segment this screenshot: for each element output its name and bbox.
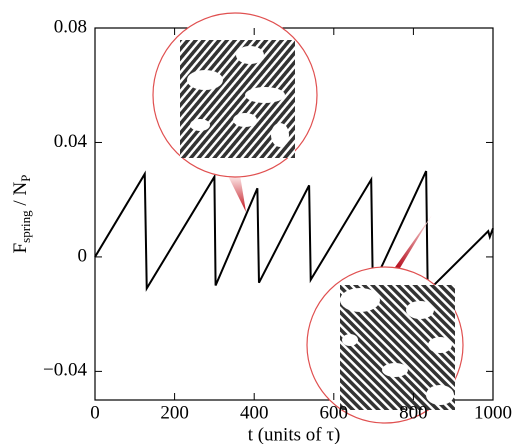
zoom-wedge [393, 215, 432, 270]
y-tick-label: −0.04 [43, 360, 87, 381]
y-label-subscript: P [18, 175, 33, 182]
y-label-part: / N [10, 182, 31, 211]
x-tick-label: 400 [240, 402, 269, 423]
y-label-part: F [10, 243, 31, 254]
series-layer [94, 170, 494, 294]
x-tick-label: 200 [160, 402, 189, 423]
x-tick-label: 1000 [474, 402, 512, 423]
plot-frame [94, 27, 494, 401]
y-tick-label: 0.04 [54, 131, 88, 152]
x-tick-label: 600 [320, 402, 349, 423]
inset-bottom [306, 215, 464, 424]
inset-voids [187, 46, 289, 147]
data-line [94, 170, 494, 294]
x-axis-label: t (units of τ) [248, 424, 341, 444]
inset-voids [340, 288, 454, 405]
x-tick-label: 800 [399, 402, 428, 423]
y-tick-label: 0.08 [54, 16, 87, 37]
y-label-subscript: spring [18, 210, 33, 243]
y-axis-label: Fspring / NP [10, 175, 33, 254]
zoom-wedge [228, 175, 246, 212]
x-tick-label: 0 [90, 402, 100, 423]
y-tick-label: 0 [78, 245, 88, 266]
inset-top [152, 12, 318, 212]
